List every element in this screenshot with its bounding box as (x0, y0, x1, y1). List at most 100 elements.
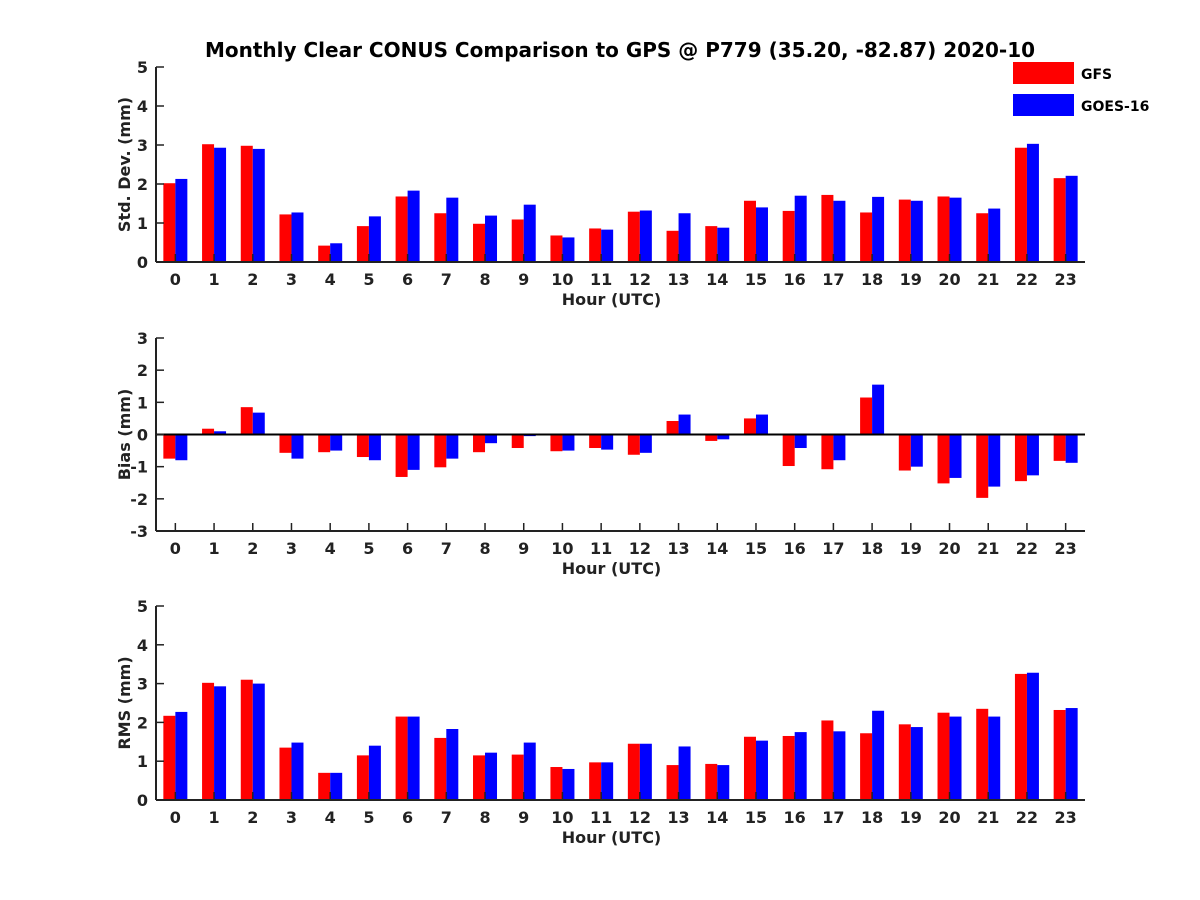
x-tick-label: 11 (590, 808, 612, 827)
y-axis-label: Bias (mm) (115, 389, 134, 481)
y-tick-label: 2 (137, 713, 148, 732)
x-tick-label: 4 (325, 270, 336, 289)
bar-gfs-hour-11 (589, 762, 602, 800)
x-tick-label: 23 (1055, 270, 1077, 289)
bar-gfs-hour-23 (1053, 709, 1066, 800)
bar-gfs-hour-6 (395, 196, 408, 262)
y-tick-label: 4 (137, 636, 148, 655)
x-tick-label: 9 (518, 539, 529, 558)
bar-goes-16-hour-13 (678, 414, 691, 435)
y-tick-label: 3 (137, 136, 148, 155)
bar-goes-16-hour-5 (368, 434, 381, 461)
bar-gfs-hour-8 (473, 755, 486, 800)
bar-gfs-hour-8 (473, 434, 486, 453)
bar-goes-16-hour-3 (291, 742, 304, 800)
bar-goes-16-hour-16 (794, 732, 807, 800)
x-tick-label: 20 (938, 808, 960, 827)
x-tick-label: 4 (325, 539, 336, 558)
bar-goes-16-hour-12 (639, 434, 652, 453)
bar-gfs-hour-23 (1053, 434, 1066, 461)
x-axis-label: Hour (UTC) (562, 559, 662, 578)
bar-goes-16-hour-12 (639, 743, 652, 800)
x-tick-label: 14 (706, 539, 728, 558)
bar-gfs-hour-18 (860, 733, 873, 800)
bar-goes-16-hour-7 (446, 197, 459, 262)
x-tick-label: 17 (822, 808, 844, 827)
legend-swatch-gfs (1013, 62, 1074, 84)
x-tick-label: 16 (784, 808, 806, 827)
bar-gfs-hour-18 (860, 212, 873, 262)
bar-gfs-hour-22 (1014, 147, 1027, 262)
bar-goes-16-hour-7 (446, 434, 459, 459)
x-tick-label: 13 (667, 539, 689, 558)
bar-gfs-hour-2 (240, 145, 253, 262)
bar-gfs-hour-1 (202, 144, 215, 262)
bar-goes-16-hour-20 (949, 434, 962, 478)
legend-label: GFS (1081, 67, 1112, 83)
bar-goes-16-hour-8 (485, 752, 498, 800)
bar-goes-16-hour-18 (872, 196, 885, 262)
x-tick-label: 10 (551, 808, 573, 827)
bar-goes-16-hour-21 (988, 208, 1001, 262)
bar-goes-16-hour-4 (330, 434, 343, 451)
bar-goes-16-hour-19 (910, 727, 923, 800)
bar-goes-16-hour-20 (949, 716, 962, 800)
bar-gfs-hour-7 (434, 737, 447, 800)
x-tick-label: 19 (900, 270, 922, 289)
bar-gfs-hour-4 (318, 434, 331, 453)
x-tick-label: 0 (170, 539, 181, 558)
x-tick-label: 7 (441, 808, 452, 827)
bar-gfs-hour-10 (550, 767, 563, 800)
x-tick-label: 22 (1016, 808, 1038, 827)
bar-gfs-hour-9 (511, 754, 524, 800)
bar-gfs-hour-15 (743, 418, 756, 435)
bar-goes-16-hour-23 (1065, 175, 1078, 262)
x-tick-label: 12 (629, 808, 651, 827)
bar-gfs-hour-21 (976, 213, 989, 262)
bar-gfs-hour-15 (743, 736, 756, 800)
bar-goes-16-hour-2 (252, 683, 265, 800)
bar-goes-16-hour-1 (214, 147, 227, 262)
y-tick-label: 1 (137, 214, 148, 233)
x-tick-label: 18 (861, 808, 883, 827)
x-tick-label: 18 (861, 539, 883, 558)
bar-gfs-hour-20 (937, 196, 950, 262)
x-tick-label: 1 (208, 808, 219, 827)
bar-gfs-hour-16 (782, 210, 795, 262)
bar-gfs-hour-17 (821, 434, 834, 470)
bar-gfs-hour-13 (666, 230, 679, 262)
bar-goes-16-hour-16 (794, 195, 807, 262)
bar-goes-16-hour-6 (407, 716, 420, 800)
bar-goes-16-hour-5 (368, 216, 381, 262)
bar-gfs-hour-19 (898, 199, 911, 262)
x-tick-label: 12 (629, 539, 651, 558)
x-tick-label: 8 (479, 539, 490, 558)
x-tick-label: 19 (900, 808, 922, 827)
bar-goes-16-hour-19 (910, 434, 923, 467)
x-tick-label: 15 (745, 808, 767, 827)
x-tick-label: 3 (286, 808, 297, 827)
bar-gfs-hour-2 (240, 407, 253, 435)
x-tick-label: 0 (170, 808, 181, 827)
bar-goes-16-hour-2 (252, 412, 265, 435)
bar-goes-16-hour-3 (291, 434, 304, 459)
chart-title: Monthly Clear CONUS Comparison to GPS @ … (205, 38, 1035, 62)
bar-goes-16-hour-20 (949, 197, 962, 262)
bar-goes-16-hour-22 (1026, 672, 1039, 800)
y-tick-label: 0 (137, 253, 148, 272)
bar-gfs-hour-10 (550, 434, 563, 452)
x-axis-label: Hour (UTC) (562, 828, 662, 847)
bar-gfs-hour-3 (279, 434, 292, 453)
x-tick-label: 18 (861, 270, 883, 289)
bar-goes-16-hour-15 (755, 740, 768, 800)
bar-goes-16-hour-0 (175, 178, 188, 262)
bar-goes-16-hour-9 (523, 204, 536, 262)
x-tick-label: 11 (590, 270, 612, 289)
bar-goes-16-hour-17 (833, 434, 846, 461)
x-tick-label: 5 (363, 808, 374, 827)
bar-gfs-hour-0 (163, 434, 176, 459)
x-tick-label: 12 (629, 270, 651, 289)
bar-gfs-hour-11 (589, 228, 602, 262)
